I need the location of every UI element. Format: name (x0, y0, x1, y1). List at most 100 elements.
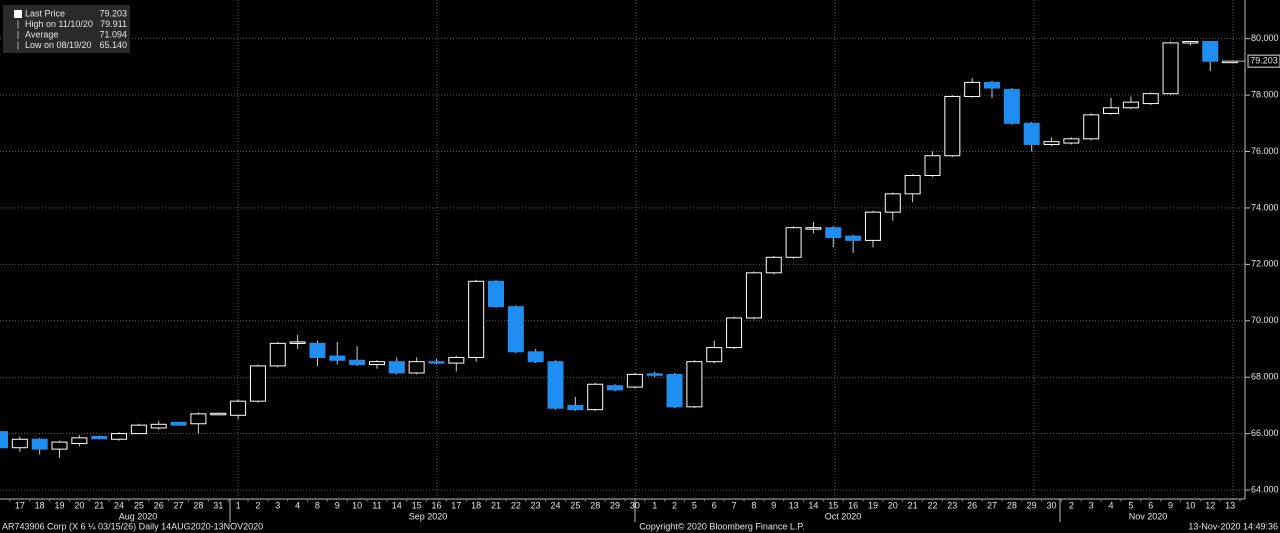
month-label: Oct 2020 (825, 511, 862, 521)
candle-body (428, 361, 445, 364)
candle-body (368, 361, 385, 366)
candle-body (507, 306, 524, 353)
x-tick-label: 21 (94, 500, 104, 510)
candle-body (587, 383, 604, 411)
candle-body (349, 359, 366, 366)
x-tick-label: 23 (531, 500, 541, 510)
candle-body (468, 280, 485, 358)
candle-body (1142, 93, 1159, 105)
x-tick-label: 9 (1168, 500, 1173, 510)
candle-body (269, 342, 286, 367)
y-tick-label: 78.000 (1251, 89, 1279, 99)
candle-body (646, 373, 663, 376)
x-tick-label: 18 (471, 500, 481, 510)
x-tick-label: 4 (1109, 500, 1114, 510)
candle-body (31, 438, 48, 450)
candle-body (785, 227, 802, 258)
candle-body (984, 81, 1000, 89)
x-tick-label: 30 (1047, 500, 1057, 510)
legend-name: Last Price (25, 8, 65, 18)
x-tick-label: 28 (590, 500, 600, 510)
x-tick-label: 20 (74, 500, 84, 510)
x-tick-label: 20 (888, 500, 898, 510)
x-tick-label: 29 (1027, 500, 1037, 510)
x-tick-label: 15 (412, 500, 422, 510)
x-tick-label: 29 (610, 500, 620, 510)
candle-body (111, 433, 128, 440)
x-tick-label: 3 (1089, 500, 1094, 510)
x-tick-label: 5 (692, 500, 697, 510)
candle-body (1083, 114, 1100, 140)
candle-body (745, 272, 762, 319)
x-tick-label: 14 (808, 500, 818, 510)
candle-body (170, 421, 187, 426)
x-tick-label: 1 (236, 500, 241, 510)
legend-name: High on 11/10/20 (25, 19, 93, 29)
candle-body (527, 351, 544, 363)
legend-value: 79.203 (99, 8, 127, 18)
candle-body (91, 435, 108, 440)
month-label: Sep 2020 (409, 511, 448, 521)
candle-body (626, 373, 643, 388)
candle-body (884, 193, 901, 213)
candle-body (488, 280, 504, 308)
candle-body (924, 155, 941, 176)
x-tick-label: 2 (672, 500, 677, 510)
x-tick-label: 18 (35, 500, 45, 510)
candle-body (249, 365, 266, 402)
y-tick-label: 66.000 (1251, 428, 1279, 438)
legend-value: 79.911 (100, 19, 127, 29)
x-tick-label: 26 (967, 500, 977, 510)
x-tick-label: 23 (947, 500, 957, 510)
x-tick-label: 2 (255, 500, 260, 510)
candle-body (1122, 101, 1139, 109)
axis-labels: 64.000 66.000 68.000 70.000 72.000 74.000 76.0… (9, 33, 1280, 522)
x-tick-label: 10 (1185, 500, 1195, 510)
x-tick-label: 24 (114, 500, 124, 510)
candle-body (408, 361, 425, 374)
x-tick-label: 14 (392, 500, 402, 510)
y-tick-label: 68.000 (1251, 372, 1279, 382)
y-tick-label: 72.000 (1251, 259, 1279, 269)
x-tick-label: 25 (134, 500, 144, 510)
x-tick-label: 16 (431, 500, 441, 510)
x-tick-label: 3 (275, 500, 280, 510)
candle-body (666, 373, 683, 408)
x-tick-label: 22 (511, 500, 521, 510)
x-tick-label: 24 (551, 500, 561, 510)
legend-value: 71.094 (99, 29, 127, 39)
candle-body (805, 227, 822, 230)
candle-body (190, 413, 207, 425)
candle-body (567, 404, 584, 411)
candle-body (230, 400, 247, 416)
last-price-label: 79.203 (1250, 56, 1278, 66)
y-tick-label: 80.000 (1251, 33, 1279, 43)
x-tick-label: 4 (295, 500, 300, 510)
x-tick-label: 13 (1225, 500, 1235, 510)
candle-body (329, 355, 346, 361)
x-tick-label: 21 (908, 500, 918, 510)
candle-body (1023, 122, 1040, 145)
candle-body (1162, 42, 1179, 95)
x-tick-label: 28 (193, 500, 203, 510)
candle-body (686, 361, 703, 408)
candle-body (904, 174, 921, 195)
candle-body (964, 81, 981, 98)
legend-value: 65.140 (99, 40, 127, 50)
x-tick-label: 31 (213, 500, 223, 510)
candle-body (726, 317, 743, 349)
candle-body (289, 341, 306, 344)
candle-body (210, 412, 227, 416)
x-tick-label: 13 (789, 500, 799, 510)
month-label: Nov 2020 (1129, 511, 1168, 521)
candle-body (1063, 138, 1080, 144)
footer-left: AR743906 Corp (X 6 ¼ 03/15/26) Daily 14A… (2, 521, 263, 531)
candle-body (1043, 141, 1060, 145)
candle-body (1103, 107, 1120, 114)
y-tick-label: 64.000 (1251, 484, 1279, 494)
candle-body (388, 361, 405, 374)
candle-body (1202, 40, 1219, 62)
candle-body (825, 227, 842, 239)
legend: Last Price 79.203 High on 11/10/20 79.911 Av… (3, 5, 130, 53)
